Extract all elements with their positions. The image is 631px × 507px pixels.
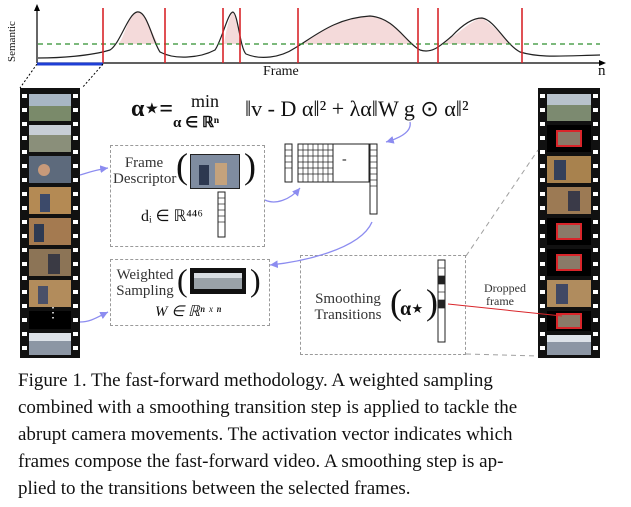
sampling-label-1: Weighted: [116, 267, 174, 283]
sampling-paren-right: ): [250, 262, 261, 298]
semantic-area-3: [300, 16, 414, 44]
dropped-label-2: frame: [486, 294, 514, 308]
dropped-frame-thumb: [556, 313, 582, 329]
arrow-descriptor-to-matrix: [264, 187, 301, 203]
smoothing-symbol: α⋆: [400, 298, 424, 320]
smoothing-label-1: Smoothing: [315, 291, 381, 307]
x-axis-end-label: n: [598, 63, 606, 79]
descriptor-label-2: Descriptor: [113, 171, 177, 187]
caption-line: frames compose the fast-forward video. A…: [18, 451, 504, 472]
descriptor-vector: [217, 191, 226, 238]
sampling-film-thumbnail: [190, 268, 246, 294]
sampling-label-2: Sampling: [116, 283, 174, 299]
figure-caption: Figure 1. The fast-forward methodology. …: [18, 367, 614, 502]
caption-line: combined with a smoothing transition ste…: [18, 397, 518, 418]
smoothing-vector: [437, 259, 446, 343]
dropped-frame-thumb: [556, 130, 582, 147]
matrix-minus: -: [342, 152, 347, 167]
dropped-frame-line: [447, 303, 563, 317]
caption-line: plied to the transitions between the sel…: [18, 478, 411, 499]
formula-lhs: α⋆=: [131, 96, 174, 122]
formula-subscript: α ∈ ℝⁿ: [173, 115, 220, 131]
x-axis-arrow: [599, 60, 606, 66]
output-film-frames: [540, 94, 598, 355]
arrow-matrix-to-sampling: [269, 221, 373, 269]
descriptor-label-1: Frame: [124, 155, 164, 171]
video-frame-thumbnail: [29, 156, 71, 183]
dropped-label-1: Dropped: [484, 281, 526, 295]
caption-line: abrupt camera movements. The activation …: [18, 424, 513, 445]
arrow-film-to-sampling: [79, 311, 109, 323]
dropped-frame-thumb: [556, 223, 582, 240]
descriptor-equation: dᵢ ∈ ℝ⁴⁴⁶: [141, 208, 203, 225]
formula-min: min: [191, 91, 220, 111]
connector-arrows: [79, 121, 563, 357]
video-frame-thumbnail: [547, 280, 591, 307]
smoothing-paren-right: ): [426, 282, 438, 322]
input-film-holes: [22, 94, 78, 355]
semantic-area-4: [440, 18, 512, 44]
semantic-area-1: [118, 11, 158, 44]
sampling-paren-left: (: [177, 262, 188, 298]
video-frame-thumbnail: [29, 280, 71, 307]
y-axis-arrow: [34, 4, 40, 11]
semantic-plot: [19, 4, 606, 89]
sampling-equation: W ∈ ℝⁿ ˣ ⁿ: [155, 304, 222, 320]
arrow-formula-to-matrix: [385, 121, 411, 144]
descriptor-thumbnail: [190, 154, 240, 189]
connector-line: [81, 63, 104, 89]
alpha-vector: [369, 143, 378, 215]
weighted-sampling-box: [110, 259, 270, 326]
descriptor-paren-right: ): [244, 146, 256, 186]
weight-matrix: [332, 143, 370, 183]
caption-line: Figure 1. The fast-forward methodology. …: [18, 370, 493, 391]
smoothing-label-2: Transitions: [314, 307, 382, 323]
matrix-diagram: [284, 143, 378, 215]
dropped-frame-thumb: [556, 254, 582, 271]
v-vector: [284, 143, 293, 183]
semantic-curve: [37, 11, 601, 59]
arrow-film-to-descriptor: [79, 165, 109, 176]
descriptor-paren-left: (: [176, 146, 188, 186]
semantic-area-2: [224, 12, 242, 44]
smoothing-transitions-box: [300, 255, 466, 355]
frame-descriptor-box: [110, 145, 265, 247]
smoothing-paren-left: (: [390, 282, 402, 322]
projection-line: [465, 149, 539, 257]
video-frame-thumbnail: [29, 311, 71, 329]
connector-line: [19, 63, 38, 89]
formula-body: ‖v - D α‖² + λα‖W g ⊙ α‖²: [245, 96, 469, 121]
projection-line: [465, 353, 539, 357]
film-ellipsis: ⋮: [46, 306, 60, 321]
x-axis-label: Frame: [263, 64, 299, 79]
